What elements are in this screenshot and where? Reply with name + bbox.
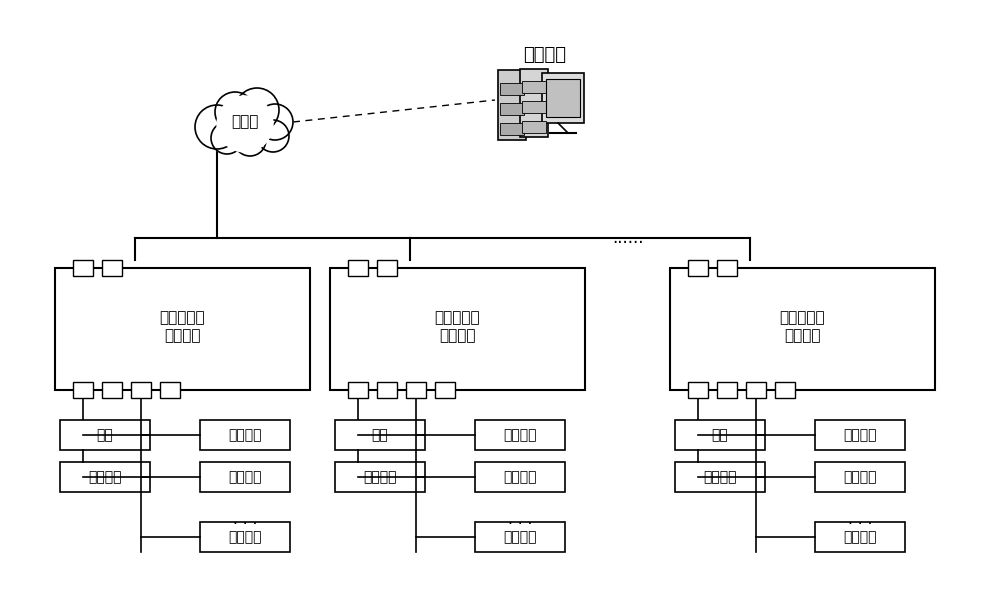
FancyBboxPatch shape (522, 101, 546, 113)
FancyBboxPatch shape (406, 382, 426, 398)
Text: 强电模块: 强电模块 (843, 470, 877, 484)
Text: ......: ...... (612, 229, 643, 247)
FancyBboxPatch shape (815, 462, 905, 492)
Text: 物联网数据
处理设备: 物联网数据 处理设备 (160, 310, 205, 343)
Text: 强电模块: 强电模块 (843, 530, 877, 544)
Circle shape (215, 92, 255, 132)
FancyBboxPatch shape (520, 69, 548, 137)
FancyBboxPatch shape (675, 462, 765, 492)
FancyBboxPatch shape (500, 103, 524, 115)
FancyBboxPatch shape (475, 420, 565, 450)
Text: 物联网数据
处理设备: 物联网数据 处理设备 (435, 310, 480, 343)
Text: 强电模块: 强电模块 (503, 428, 537, 442)
FancyBboxPatch shape (475, 462, 565, 492)
FancyBboxPatch shape (688, 260, 708, 276)
Text: 采集模块: 采集模块 (363, 470, 397, 484)
FancyBboxPatch shape (475, 522, 565, 552)
Text: 采集模块: 采集模块 (703, 470, 737, 484)
FancyBboxPatch shape (542, 73, 584, 123)
FancyBboxPatch shape (717, 260, 737, 276)
FancyBboxPatch shape (717, 382, 737, 398)
FancyBboxPatch shape (335, 462, 425, 492)
FancyBboxPatch shape (522, 121, 546, 133)
FancyBboxPatch shape (746, 382, 766, 398)
Circle shape (217, 96, 273, 152)
FancyBboxPatch shape (688, 382, 708, 398)
Text: 电表: 电表 (712, 428, 728, 442)
Text: 强电模块: 强电模块 (228, 470, 262, 484)
Text: . . .: . . . (848, 512, 872, 528)
FancyBboxPatch shape (102, 260, 122, 276)
FancyBboxPatch shape (200, 420, 290, 450)
FancyBboxPatch shape (670, 268, 935, 390)
Text: . . .: . . . (508, 512, 532, 528)
FancyBboxPatch shape (377, 382, 397, 398)
Text: 强电模块: 强电模块 (228, 428, 262, 442)
Text: . . .: . . . (233, 512, 257, 528)
Text: 强电模块: 强电模块 (503, 530, 537, 544)
FancyBboxPatch shape (815, 420, 905, 450)
FancyBboxPatch shape (546, 79, 580, 117)
FancyBboxPatch shape (500, 83, 524, 95)
Text: 强电模块: 强电模块 (503, 470, 537, 484)
FancyBboxPatch shape (60, 420, 150, 450)
Text: 电表: 电表 (97, 428, 113, 442)
FancyBboxPatch shape (435, 382, 455, 398)
FancyBboxPatch shape (500, 123, 524, 135)
FancyBboxPatch shape (335, 420, 425, 450)
Text: 电表: 电表 (372, 428, 388, 442)
Text: 物联网数据
处理设备: 物联网数据 处理设备 (780, 310, 825, 343)
Text: 强电模块: 强电模块 (843, 428, 877, 442)
FancyBboxPatch shape (330, 268, 585, 390)
FancyBboxPatch shape (675, 420, 765, 450)
FancyBboxPatch shape (498, 70, 526, 140)
FancyBboxPatch shape (200, 462, 290, 492)
FancyBboxPatch shape (160, 382, 180, 398)
Text: 采集模块: 采集模块 (88, 470, 122, 484)
FancyBboxPatch shape (775, 382, 795, 398)
FancyBboxPatch shape (73, 382, 93, 398)
Circle shape (234, 124, 266, 156)
FancyBboxPatch shape (55, 268, 310, 390)
FancyBboxPatch shape (348, 260, 368, 276)
FancyBboxPatch shape (73, 260, 93, 276)
Circle shape (257, 104, 293, 140)
FancyBboxPatch shape (102, 382, 122, 398)
Circle shape (235, 88, 279, 132)
Circle shape (195, 105, 239, 149)
FancyBboxPatch shape (815, 522, 905, 552)
FancyBboxPatch shape (60, 462, 150, 492)
Text: 数据网: 数据网 (231, 115, 259, 129)
Circle shape (211, 122, 243, 154)
FancyBboxPatch shape (131, 382, 151, 398)
FancyBboxPatch shape (348, 382, 368, 398)
FancyBboxPatch shape (200, 522, 290, 552)
FancyBboxPatch shape (377, 260, 397, 276)
Text: 强电模块: 强电模块 (228, 530, 262, 544)
Text: 控制中心: 控制中心 (524, 46, 566, 64)
FancyBboxPatch shape (522, 81, 546, 93)
Circle shape (257, 120, 289, 152)
